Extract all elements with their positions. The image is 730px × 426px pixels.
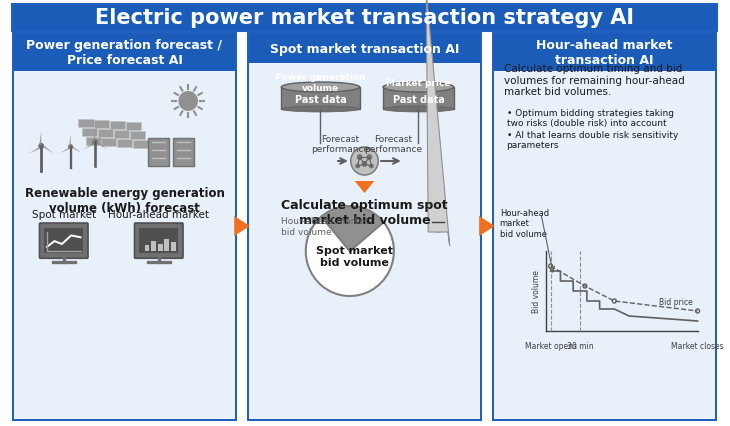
Polygon shape: [28, 147, 42, 154]
Circle shape: [696, 309, 699, 313]
FancyBboxPatch shape: [45, 228, 83, 254]
FancyBboxPatch shape: [249, 34, 480, 64]
Text: Hour-ahead market
transaction AI: Hour-ahead market transaction AI: [537, 39, 673, 67]
FancyBboxPatch shape: [492, 32, 717, 421]
FancyBboxPatch shape: [110, 121, 126, 130]
Circle shape: [68, 145, 73, 150]
Polygon shape: [39, 132, 41, 147]
Text: Market price: Market price: [386, 78, 450, 87]
Circle shape: [38, 144, 44, 150]
FancyBboxPatch shape: [158, 245, 163, 251]
Polygon shape: [355, 181, 374, 193]
Circle shape: [549, 265, 553, 268]
Polygon shape: [234, 216, 250, 236]
Text: Bid price: Bid price: [659, 297, 693, 306]
Text: Power generation
volume: Power generation volume: [275, 73, 366, 92]
Circle shape: [583, 284, 587, 288]
Polygon shape: [95, 141, 107, 150]
Ellipse shape: [383, 107, 453, 113]
Text: Market opens: Market opens: [525, 341, 577, 350]
FancyBboxPatch shape: [12, 5, 717, 32]
FancyBboxPatch shape: [139, 228, 178, 254]
FancyBboxPatch shape: [281, 88, 360, 110]
Text: Past data: Past data: [294, 95, 346, 105]
FancyBboxPatch shape: [12, 32, 237, 421]
Text: Calculate optimum timing and bid
volumes for remaining hour-ahead
market bid vol: Calculate optimum timing and bid volumes…: [504, 64, 684, 97]
FancyBboxPatch shape: [145, 245, 150, 251]
Ellipse shape: [383, 83, 453, 93]
Polygon shape: [83, 143, 96, 150]
Text: Spot market
bid volume: Spot market bid volume: [316, 246, 393, 267]
Text: Spot market transaction AI: Spot market transaction AI: [270, 43, 459, 55]
FancyBboxPatch shape: [82, 129, 97, 137]
FancyBboxPatch shape: [171, 242, 175, 251]
FancyBboxPatch shape: [98, 130, 113, 138]
Circle shape: [92, 140, 98, 146]
Ellipse shape: [281, 107, 360, 113]
Text: 30 min: 30 min: [566, 341, 593, 350]
Circle shape: [369, 164, 373, 169]
FancyBboxPatch shape: [383, 88, 453, 110]
Text: Power generation forecast /
Price forecast AI: Power generation forecast / Price foreca…: [26, 39, 223, 67]
Text: Past data: Past data: [393, 95, 445, 105]
Polygon shape: [60, 147, 72, 154]
FancyBboxPatch shape: [148, 138, 169, 167]
FancyBboxPatch shape: [134, 224, 183, 259]
FancyBboxPatch shape: [94, 121, 110, 129]
Text: Market closes: Market closes: [672, 341, 724, 350]
Text: Electric power market transaction strategy AI: Electric power market transaction strate…: [95, 9, 634, 29]
Text: Hour-ahead market
bid volume: Hour-ahead market bid volume: [281, 217, 369, 236]
Ellipse shape: [281, 83, 360, 93]
FancyBboxPatch shape: [247, 32, 482, 421]
Text: Bid volume: Bid volume: [532, 270, 541, 313]
Text: Forecast
performance: Forecast performance: [312, 134, 369, 154]
Text: • Optimum bidding strategies taking
two risks (double risk) into account: • Optimum bidding strategies taking two …: [507, 109, 674, 128]
Circle shape: [367, 155, 372, 160]
Polygon shape: [71, 146, 82, 154]
FancyBboxPatch shape: [130, 131, 145, 139]
Circle shape: [612, 299, 616, 303]
FancyBboxPatch shape: [249, 34, 480, 419]
FancyBboxPatch shape: [101, 138, 117, 147]
Polygon shape: [426, 0, 450, 246]
Polygon shape: [41, 145, 54, 154]
Text: • AI that learns double risk sensitivity
parameters: • AI that learns double risk sensitivity…: [507, 131, 678, 150]
FancyBboxPatch shape: [173, 138, 193, 167]
FancyBboxPatch shape: [164, 240, 169, 251]
FancyBboxPatch shape: [126, 122, 141, 130]
Text: Hour-ahead market: Hour-ahead market: [108, 210, 210, 219]
FancyBboxPatch shape: [114, 130, 128, 138]
Polygon shape: [69, 135, 71, 147]
Circle shape: [356, 164, 360, 169]
FancyBboxPatch shape: [39, 224, 88, 259]
Polygon shape: [479, 216, 495, 236]
FancyBboxPatch shape: [85, 138, 101, 146]
Circle shape: [178, 92, 198, 112]
Wedge shape: [321, 207, 383, 251]
Circle shape: [362, 162, 367, 167]
FancyBboxPatch shape: [493, 34, 715, 72]
Circle shape: [429, 215, 447, 233]
Circle shape: [351, 148, 378, 176]
FancyBboxPatch shape: [151, 242, 156, 251]
FancyBboxPatch shape: [14, 34, 235, 72]
FancyBboxPatch shape: [14, 34, 235, 419]
Circle shape: [357, 155, 362, 160]
FancyBboxPatch shape: [133, 140, 148, 148]
Text: Forecast
performance: Forecast performance: [364, 134, 423, 154]
Polygon shape: [93, 129, 95, 143]
FancyBboxPatch shape: [118, 139, 132, 147]
Text: Calculate optimum spot
market bid volume: Calculate optimum spot market bid volume: [281, 199, 447, 227]
FancyBboxPatch shape: [78, 120, 93, 128]
Text: Hour-ahead
market
bid volume: Hour-ahead market bid volume: [500, 208, 549, 238]
Text: Renewable energy generation
volume (kWh) forecast: Renewable energy generation volume (kWh)…: [25, 187, 224, 215]
Text: Spot market: Spot market: [31, 210, 96, 219]
Wedge shape: [306, 217, 394, 296]
FancyBboxPatch shape: [493, 34, 715, 419]
